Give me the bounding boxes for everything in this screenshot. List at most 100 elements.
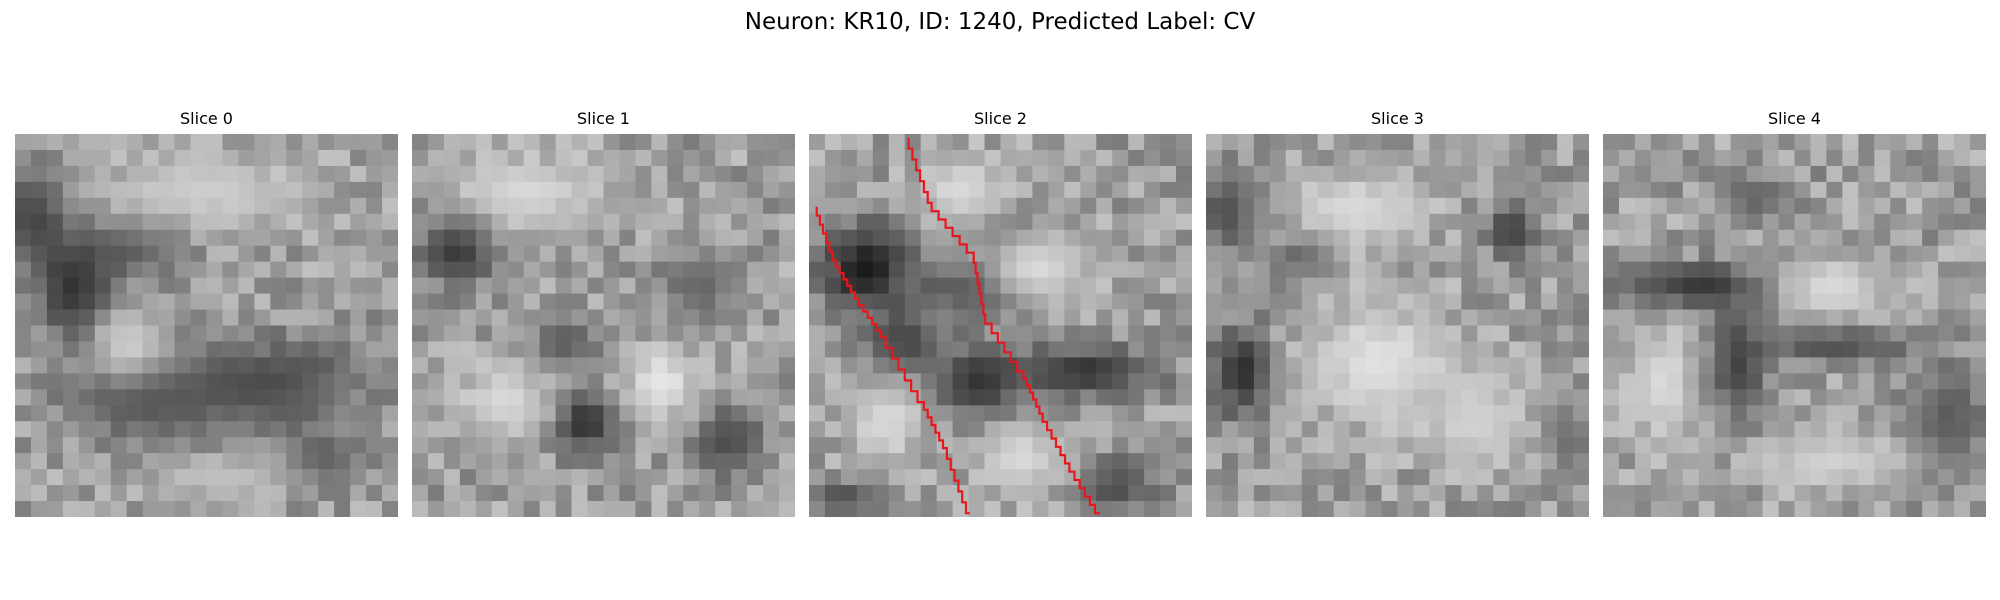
- pixel: [366, 325, 383, 343]
- pixel: [1445, 325, 1462, 343]
- pixel: [984, 134, 1002, 151]
- pixel: [1493, 229, 1510, 247]
- pixel: [1381, 421, 1399, 438]
- pixel: [667, 134, 684, 151]
- pixel: [984, 277, 1002, 295]
- pixel: [110, 341, 128, 359]
- pixel: [126, 325, 144, 343]
- pixel: [1160, 373, 1177, 390]
- pixel: [555, 501, 573, 517]
- pixel: [635, 213, 652, 231]
- pixel: [1810, 389, 1828, 406]
- pixel: [443, 341, 461, 359]
- pixel: [238, 197, 255, 215]
- pixel: [1509, 309, 1526, 327]
- pixel: [1634, 229, 1652, 247]
- pixel: [222, 149, 240, 167]
- pixel: [779, 341, 795, 359]
- pixel: [1954, 325, 1971, 343]
- pixel: [1698, 229, 1716, 247]
- pixel: [603, 134, 621, 151]
- pixel: [1762, 357, 1780, 374]
- pixel: [206, 469, 224, 486]
- pixel: [635, 405, 652, 422]
- pixel: [158, 213, 176, 231]
- pixel: [1525, 149, 1542, 167]
- pixel: [427, 245, 445, 263]
- pixel: [715, 373, 732, 390]
- pixel: [920, 325, 938, 343]
- pixel: [286, 405, 303, 422]
- pixel: [1000, 229, 1018, 247]
- pixel: [747, 213, 764, 231]
- pixel: [1603, 245, 1620, 263]
- pixel: [238, 437, 255, 454]
- pixel: [1144, 485, 1161, 502]
- pixel: [1906, 389, 1923, 406]
- pixel: [1858, 341, 1875, 359]
- pixel: [635, 501, 652, 517]
- pixel: [15, 165, 32, 183]
- pixel: [1365, 277, 1383, 295]
- pixel: [1285, 197, 1303, 215]
- pixel: [142, 437, 160, 454]
- pixel: [443, 501, 461, 517]
- pixel: [1746, 134, 1764, 151]
- pixel: [1666, 213, 1684, 231]
- pixel: [888, 165, 906, 183]
- pixel: [952, 197, 970, 215]
- pixel: [683, 181, 700, 199]
- pixel: [1096, 405, 1113, 422]
- pixel: [1317, 389, 1335, 406]
- pixel: [699, 309, 716, 327]
- pixel: [1826, 501, 1843, 517]
- pixel: [809, 421, 826, 438]
- pixel: [1032, 421, 1049, 438]
- pixel: [936, 245, 954, 263]
- pixel: [15, 213, 32, 231]
- pixel: [222, 405, 240, 422]
- pixel: [254, 181, 271, 199]
- pixel: [1269, 341, 1287, 359]
- pixel: [952, 245, 970, 263]
- pixel: [699, 421, 716, 438]
- pixel: [1160, 453, 1177, 470]
- pixel: [1160, 165, 1177, 183]
- pixel: [619, 469, 637, 486]
- pixel: [571, 245, 589, 263]
- pixel: [1890, 453, 1907, 470]
- pixel: [1269, 357, 1287, 374]
- pixel: [747, 277, 764, 295]
- pixel: [142, 389, 160, 406]
- pixel: [318, 389, 335, 406]
- pixel: [1096, 134, 1113, 151]
- pixel: [1970, 373, 1986, 390]
- pixel: [968, 309, 986, 327]
- pixel: [1096, 293, 1113, 311]
- pixel: [1461, 277, 1478, 295]
- pixel: [1333, 453, 1351, 470]
- pixel: [1603, 165, 1620, 183]
- pixel: [1096, 453, 1113, 470]
- pixel: [1714, 293, 1732, 311]
- pixel: [1525, 357, 1542, 374]
- pixel: [110, 277, 128, 295]
- pixel: [603, 453, 621, 470]
- pixel: [62, 357, 80, 374]
- pixel: [238, 357, 255, 374]
- pixel: [1557, 341, 1574, 359]
- pixel: [142, 453, 160, 470]
- pixel: [1666, 501, 1684, 517]
- pixel: [1730, 373, 1748, 390]
- pixel: [334, 485, 351, 502]
- pixel: [286, 389, 303, 406]
- pixel: [1477, 357, 1494, 374]
- pixel: [110, 293, 128, 311]
- pixel: [78, 213, 96, 231]
- pixel: [856, 277, 874, 295]
- pixel: [1253, 373, 1271, 390]
- pixel: [1557, 485, 1574, 502]
- pixel: [1858, 181, 1875, 199]
- pixel: [459, 245, 477, 263]
- pixel: [1634, 325, 1652, 343]
